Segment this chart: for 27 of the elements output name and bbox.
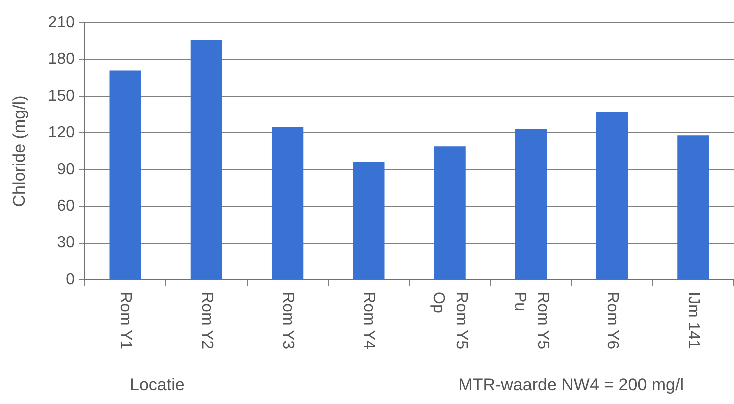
x-axis-title: Locatie — [130, 376, 185, 395]
bar — [353, 162, 385, 280]
text: MTR-waarde NW4 = 200 mg/l — [458, 376, 684, 395]
bar — [190, 40, 223, 280]
x-tick-label: Rom Y6 — [604, 292, 621, 350]
y-tick-label: 120 — [48, 124, 76, 142]
bar — [596, 112, 628, 280]
bar — [434, 146, 466, 280]
y-tick-label: 150 — [48, 88, 76, 105]
x-tick-label: Rom Y1 — [117, 292, 134, 350]
y-tick-label: 90 — [57, 161, 76, 178]
x-tick-label: Rom Y5 Op — [430, 292, 470, 350]
y-axis-title: Chloride (mg/l) — [10, 96, 29, 208]
bar — [110, 70, 142, 280]
bar — [678, 136, 710, 280]
y-tick-label: 30 — [57, 234, 76, 252]
x-tick-label: Rom Y2 — [198, 292, 216, 350]
x-tick-label: Rom Y3 — [279, 292, 296, 350]
y-tick-label: 180 — [48, 51, 76, 68]
x-tick-label: Rom Y4 — [360, 292, 378, 350]
x-tick-label: IJm 141 — [685, 292, 702, 350]
bar — [515, 129, 548, 280]
y-tick-label: 60 — [57, 198, 76, 215]
bar — [272, 127, 304, 280]
y-tick-label: 0 — [66, 271, 76, 288]
x-tick-label: Rom Y5 Pu — [511, 292, 552, 350]
y-tick-label: 210 — [48, 14, 76, 32]
